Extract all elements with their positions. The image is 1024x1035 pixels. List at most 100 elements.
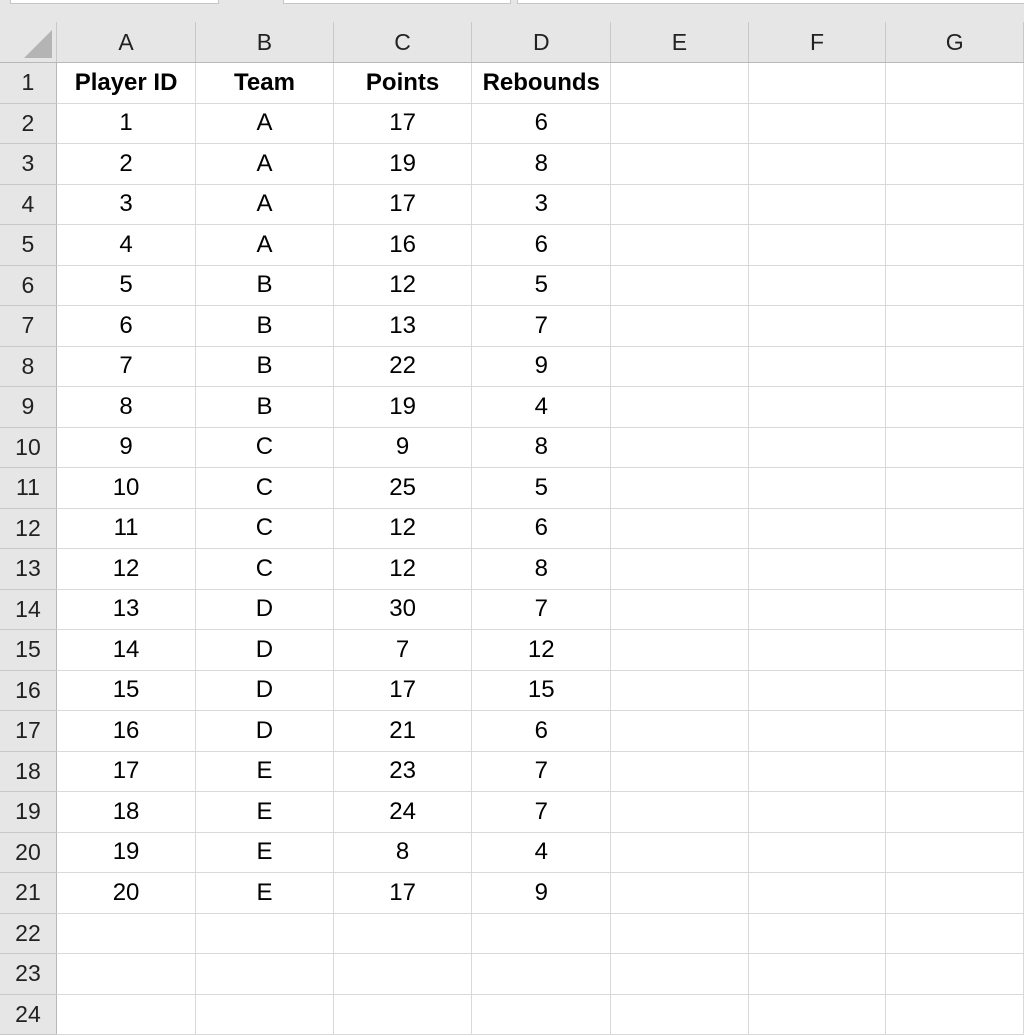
cell-G10[interactable]	[885, 427, 1024, 468]
cell-F18[interactable]	[748, 751, 887, 792]
cell-G18[interactable]	[885, 751, 1024, 792]
cell-B6[interactable]: B	[195, 265, 334, 306]
cell-D19[interactable]: 7	[471, 791, 612, 833]
cell-A21[interactable]: 20	[56, 872, 197, 914]
cell-B24[interactable]	[195, 994, 334, 1035]
cell-E5[interactable]	[610, 224, 749, 266]
cell-E21[interactable]	[610, 872, 749, 914]
cell-G22[interactable]	[885, 913, 1024, 954]
cell-G9[interactable]	[885, 386, 1024, 428]
cell-F5[interactable]	[748, 224, 887, 266]
column-header-G[interactable]: G	[885, 22, 1024, 63]
cell-D3[interactable]: 8	[471, 143, 612, 185]
row-header[interactable]: 3	[0, 143, 57, 185]
cell-A24[interactable]	[56, 994, 197, 1035]
cell-C18[interactable]: 23	[333, 751, 473, 792]
cell-E22[interactable]	[610, 913, 749, 954]
column-header-E[interactable]: E	[610, 22, 749, 63]
cell-G2[interactable]	[885, 103, 1024, 144]
column-header-D[interactable]: D	[471, 22, 612, 63]
cell-F14[interactable]	[748, 589, 887, 630]
cell-D20[interactable]: 4	[471, 832, 612, 873]
row-header[interactable]: 14	[0, 589, 57, 630]
cell-G6[interactable]	[885, 265, 1024, 306]
cell-F9[interactable]	[748, 386, 887, 428]
cell-A9[interactable]: 8	[56, 386, 197, 428]
cell-E3[interactable]	[610, 143, 749, 185]
cell-D15[interactable]: 12	[471, 629, 612, 671]
cell-F15[interactable]	[748, 629, 887, 671]
cell-E4[interactable]	[610, 184, 749, 225]
cell-B2[interactable]: A	[195, 103, 334, 144]
name-box[interactable]	[10, 0, 219, 4]
cell-C23[interactable]	[333, 953, 473, 995]
cell-A5[interactable]: 4	[56, 224, 197, 266]
cell-E9[interactable]	[610, 386, 749, 428]
cell-G4[interactable]	[885, 184, 1024, 225]
row-header[interactable]: 1	[0, 62, 57, 104]
cell-B8[interactable]: B	[195, 346, 334, 387]
cell-A4[interactable]: 3	[56, 184, 197, 225]
cell-D17[interactable]: 6	[471, 710, 612, 752]
cell-A1[interactable]: Player ID	[56, 62, 197, 104]
cell-D13[interactable]: 8	[471, 548, 612, 590]
formula-controls[interactable]	[283, 0, 511, 4]
cell-E7[interactable]	[610, 305, 749, 347]
cell-D5[interactable]: 6	[471, 224, 612, 266]
row-header[interactable]: 2	[0, 103, 57, 144]
cell-B9[interactable]: B	[195, 386, 334, 428]
cell-C7[interactable]: 13	[333, 305, 473, 347]
cell-E12[interactable]	[610, 508, 749, 549]
cell-F11[interactable]	[748, 467, 887, 509]
cell-B14[interactable]: D	[195, 589, 334, 630]
cell-E16[interactable]	[610, 670, 749, 711]
cell-B20[interactable]: E	[195, 832, 334, 873]
cell-A18[interactable]: 17	[56, 751, 197, 792]
cell-E23[interactable]	[610, 953, 749, 995]
row-header[interactable]: 16	[0, 670, 57, 711]
cell-B3[interactable]: A	[195, 143, 334, 185]
row-header[interactable]: 7	[0, 305, 57, 347]
cell-F17[interactable]	[748, 710, 887, 752]
cell-F22[interactable]	[748, 913, 887, 954]
cell-A20[interactable]: 19	[56, 832, 197, 873]
cell-A7[interactable]: 6	[56, 305, 197, 347]
cell-D18[interactable]: 7	[471, 751, 612, 792]
row-header[interactable]: 8	[0, 346, 57, 387]
row-header[interactable]: 15	[0, 629, 57, 671]
cell-E1[interactable]	[610, 62, 749, 104]
cell-F6[interactable]	[748, 265, 887, 306]
cell-G20[interactable]	[885, 832, 1024, 873]
cell-G23[interactable]	[885, 953, 1024, 995]
cell-D4[interactable]: 3	[471, 184, 612, 225]
cell-C11[interactable]: 25	[333, 467, 473, 509]
cell-C3[interactable]: 19	[333, 143, 473, 185]
cell-F23[interactable]	[748, 953, 887, 995]
cell-B13[interactable]: C	[195, 548, 334, 590]
row-header[interactable]: 24	[0, 994, 57, 1035]
cell-A3[interactable]: 2	[56, 143, 197, 185]
column-header-C[interactable]: C	[333, 22, 473, 63]
cell-A14[interactable]: 13	[56, 589, 197, 630]
cell-C19[interactable]: 24	[333, 791, 473, 833]
column-header-B[interactable]: B	[195, 22, 334, 63]
cell-G13[interactable]	[885, 548, 1024, 590]
cell-C6[interactable]: 12	[333, 265, 473, 306]
cell-E15[interactable]	[610, 629, 749, 671]
cell-B11[interactable]: C	[195, 467, 334, 509]
cell-G19[interactable]	[885, 791, 1024, 833]
cell-G16[interactable]	[885, 670, 1024, 711]
cell-A16[interactable]: 15	[56, 670, 197, 711]
cell-D6[interactable]: 5	[471, 265, 612, 306]
cell-C4[interactable]: 17	[333, 184, 473, 225]
cell-E19[interactable]	[610, 791, 749, 833]
column-header-A[interactable]: A	[56, 22, 197, 63]
cell-B22[interactable]	[195, 913, 334, 954]
cell-G21[interactable]	[885, 872, 1024, 914]
cell-E11[interactable]	[610, 467, 749, 509]
cell-F24[interactable]	[748, 994, 887, 1035]
cell-B17[interactable]: D	[195, 710, 334, 752]
cell-A13[interactable]: 12	[56, 548, 197, 590]
cell-F21[interactable]	[748, 872, 887, 914]
cell-C21[interactable]: 17	[333, 872, 473, 914]
